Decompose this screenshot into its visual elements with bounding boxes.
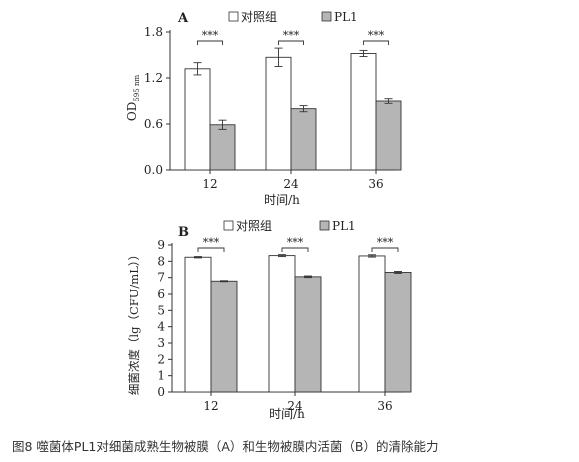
panel-a-y-tick-label: 1.8 [144, 25, 163, 39]
panel-a-bar-control [265, 56, 292, 171]
legend-label-pl1: PL1 [334, 10, 358, 24]
panel-a-significance-bracket [278, 40, 304, 45]
panel-a-legend: 对照组 PL1 [228, 10, 358, 24]
legend-swatch-pl1 [321, 11, 332, 22]
panel-b-x-axis-label: 时间/h [269, 407, 305, 421]
panel-b-bar-pl1 [210, 280, 238, 393]
panel-a-y-axis-label-subscript: 595 nm [133, 75, 141, 102]
panel-a-x-tick-label: 24 [283, 177, 299, 191]
figure-caption: 图8 噬菌体PL1对细菌成熟生物被膜（A）和生物被膜内活菌（B）的清除能力 [12, 439, 439, 454]
panel-a-label: A [177, 11, 189, 26]
panel-b-significance-label: *** [377, 236, 394, 249]
panel-b-bar-control [184, 256, 212, 393]
panel-b-y-tick-label: 1 [157, 369, 165, 383]
panel-a-y-tick-label: 0.6 [144, 117, 163, 131]
panel-a-significance-label: *** [202, 29, 219, 42]
panel-b-significance-bracket [371, 247, 399, 252]
panel-b-significance-label: *** [287, 236, 304, 249]
panel-a-significance-bracket [197, 40, 223, 45]
panel-b-y-tick-label: 3 [157, 336, 165, 350]
panel-b-bar-pl1 [384, 271, 412, 393]
panel-a-y-tick-label: 0.0 [144, 163, 163, 177]
panel-b-x-tick-label: 12 [203, 399, 218, 413]
panel-a-bar-pl1 [290, 108, 317, 171]
panel-a-y-axis-label: OD595 nm [125, 75, 141, 122]
panel-a-bar-pl1 [375, 100, 402, 171]
panel-a: A 对照组 PL1 0.0 0.6 1.2 1.8 12 24 36 *** *** *** 时… [125, 10, 402, 207]
panel-b-marks: *** *** *** [184, 236, 412, 393]
panel-b-bar-pl1 [294, 276, 322, 393]
panel-b-y-tick-label: 7 [157, 271, 165, 285]
panel-a-bar-control [350, 53, 377, 171]
panel-b-y-tick-label: 8 [157, 254, 165, 268]
legend-swatch-control [228, 11, 239, 22]
panel-b-y-tick-label: 2 [157, 352, 165, 366]
panel-b-bar-control [358, 255, 386, 393]
panel-a-x-tick-label: 36 [368, 177, 383, 191]
panel-a-significance-bracket [363, 40, 389, 45]
legend-swatch-control [223, 220, 234, 231]
panel-a-x-tick-label: 12 [202, 177, 217, 191]
panel-b-label: B [178, 225, 189, 240]
panel-a-marks: *** *** *** [184, 29, 402, 171]
panel-b-y-axis-label: 细菌浓度（lg（CFU/mL）） [127, 249, 141, 395]
legend-swatch-pl1 [319, 220, 330, 231]
panel-b-y-tick-label: 9 [157, 238, 165, 252]
panel-a-significance-label: *** [283, 29, 300, 42]
panel-b-significance-bracket [281, 247, 309, 252]
panel-b-legend: 对照组 PL1 [223, 219, 356, 233]
panel-b-y-tick-label: 4 [157, 320, 165, 334]
panel-b-y-tick-label: 5 [157, 303, 165, 317]
panel-a-bar-pl1 [209, 124, 236, 171]
panel-a-x-axis-label: 时间/h [264, 193, 300, 207]
panel-b-x-tick-label: 24 [287, 399, 303, 413]
panel-a-y-axis-label-main: OD [125, 102, 139, 121]
legend-label-control: 对照组 [236, 219, 272, 233]
panel-b-x-tick-label: 36 [377, 399, 392, 413]
legend-label-pl1: PL1 [332, 219, 356, 233]
panel-b-y-tick-label: 6 [157, 287, 165, 301]
panel-a-y-tick-label: 1.2 [144, 71, 163, 85]
legend-label-control: 对照组 [241, 10, 277, 24]
panel-b-bar-control [268, 255, 296, 393]
panel-a-significance-label: *** [368, 29, 385, 42]
panel-b-significance-bracket [197, 247, 225, 252]
panel-b-y-tick-label: 0 [157, 385, 165, 399]
panel-a-bar-control [184, 68, 211, 171]
panel-b-significance-label: *** [203, 236, 220, 249]
